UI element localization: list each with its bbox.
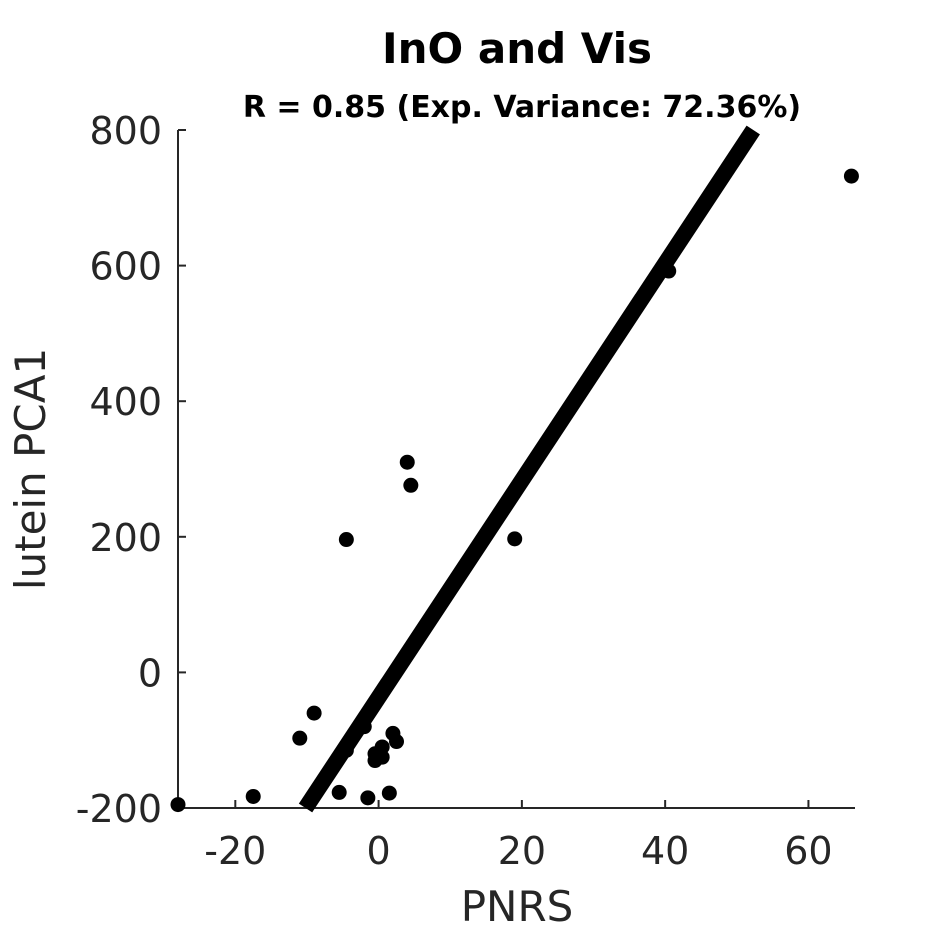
x-axis-label: PNRS [461,882,574,931]
data-point [356,719,372,735]
data-point [331,784,347,800]
fit-line-group [298,125,760,813]
chart-subtitle: R = 0.85 (Exp. Variance: 72.36%) [243,90,801,125]
y-tick-label: 800 [89,109,162,153]
y-tick-label: -200 [76,787,162,831]
data-point [843,168,859,184]
data-points [170,168,859,813]
data-point [338,532,354,548]
y-ticks: -200 0 200 400 600 800 [76,109,186,831]
y-tick-label: 200 [89,516,162,560]
x-ticks: -20 0 20 40 60 [204,800,833,873]
x-tick-label: 60 [784,829,832,873]
x-tick-label: -20 [204,829,266,873]
y-axis-label: lutein PCA1 [6,348,55,590]
data-point [245,788,261,804]
data-point [306,705,322,721]
x-tick-label: 20 [498,829,546,873]
data-point [381,785,397,801]
y-tick-label: 600 [89,245,162,289]
data-point [507,531,523,547]
chart-title: InO and Vis [382,24,652,73]
x-tick-label: 0 [366,829,390,873]
data-point [292,730,308,746]
data-point [374,749,390,765]
x-tick-label: 40 [641,829,689,873]
data-point [403,477,419,493]
data-point [360,790,376,806]
data-point [661,263,677,279]
y-tick-label: 400 [89,380,162,424]
data-point [389,734,405,750]
data-point [170,797,186,813]
data-point [399,454,415,470]
data-point [338,742,354,758]
fit-line [298,125,760,813]
y-tick-label: 0 [138,651,162,695]
